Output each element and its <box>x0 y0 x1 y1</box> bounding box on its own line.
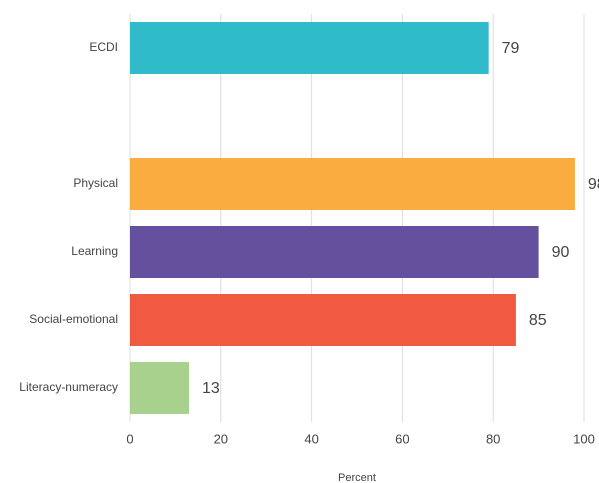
x-tick-label: 60 <box>395 431 409 446</box>
bar <box>130 22 489 74</box>
y-tick-label: Social-emotional <box>29 312 118 326</box>
x-tick-label: 40 <box>304 431 318 446</box>
bar <box>130 294 516 346</box>
y-tick-label: Learning <box>71 244 118 258</box>
x-tick-label: 20 <box>214 431 228 446</box>
value-label: 13 <box>202 380 220 397</box>
value-label: 85 <box>529 312 547 329</box>
y-tick-label: Physical <box>73 176 118 190</box>
x-tick-label: 100 <box>573 431 595 446</box>
value-label: 98 <box>588 176 599 193</box>
bar <box>130 226 539 278</box>
bar <box>130 362 190 414</box>
bar <box>130 158 575 210</box>
x-tick-label: 80 <box>486 431 500 446</box>
x-tick-label: 0 <box>126 431 133 446</box>
value-label: 90 <box>552 244 570 261</box>
x-axis-label: Percent <box>338 472 376 483</box>
value-label: 79 <box>502 40 520 57</box>
y-tick-label: Literacy-numeracy <box>19 380 118 394</box>
y-tick-label: ECDI <box>89 40 118 54</box>
